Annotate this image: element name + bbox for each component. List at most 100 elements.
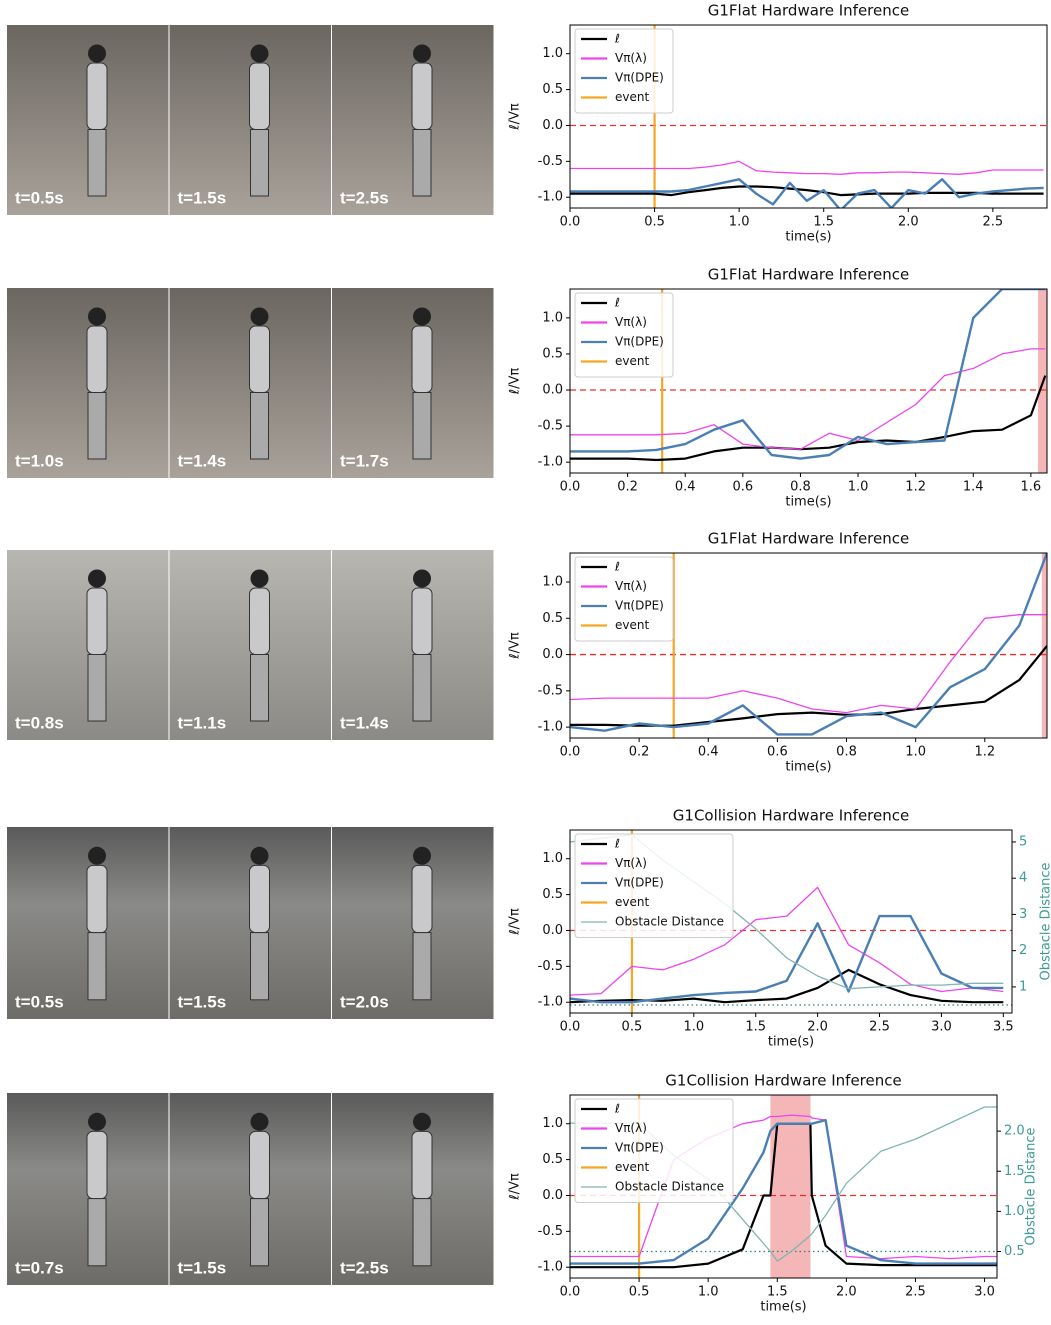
legend-label: ℓ [614,837,620,851]
robot-legs [413,655,431,722]
robot-legs [251,393,269,460]
series-line [570,161,1044,174]
x-axis-label: time(s) [768,1035,814,1050]
y-tick-label: 1.0 [542,851,563,866]
y-tick-label: 0.5 [542,887,563,902]
x-tick-label: 3.0 [931,1020,952,1035]
frame-label: t=1.1s [178,713,227,732]
frame-label: t=0.5s [15,188,64,207]
y-tick-label: 0.5 [542,346,563,361]
chart-title: G1Flat Hardware Inference [708,2,909,20]
x-tick-label: 3.0 [974,1285,995,1300]
legend-label: event [615,1160,649,1174]
robot-body [412,588,432,655]
x-tick-label: 1.0 [683,1020,704,1035]
x-tick-label: 2.5 [983,215,1004,230]
legend-label: Vπ(λ) [615,315,647,329]
y-tick-label: -0.5 [538,959,563,974]
legend-label: event [615,90,649,104]
y-tick-label: 0.0 [542,383,563,398]
x-tick-label: 0.4 [675,480,696,495]
x-tick-label: 0.0 [560,215,581,230]
y2-tick-label: 4 [1019,871,1027,886]
y-tick-label: 0.0 [542,1188,563,1203]
figure: t=0.5st=1.5st=2.5st=1.0st=1.4st=1.7st=0.… [0,0,1051,1325]
x-tick-label: 1.0 [848,480,869,495]
x-axis-label: time(s) [785,495,831,510]
robot-body [87,865,107,932]
frame-label: t=1.7s [340,451,389,470]
robot-body [87,63,107,130]
x-tick-label: 0.0 [560,745,581,760]
y-tick-label: 0.0 [542,118,563,133]
x-tick-label: 2.0 [898,215,919,230]
y2-axis-label: Obstacle Distance [1039,862,1051,980]
robot-legs [88,130,106,197]
chart-title: G1Flat Hardware Inference [708,530,909,548]
legend-label: Vπ(DPE) [615,335,664,349]
x-tick-label: 1.2 [905,480,926,495]
legend-label: Vπ(λ) [615,51,647,65]
x-tick-label: 0.2 [617,480,638,495]
y-tick-label: -1.0 [538,455,563,470]
y2-tick-label: 5 [1019,834,1027,849]
robot-legs [251,933,269,1000]
y-tick-label: 1.0 [542,575,563,590]
x-tick-label: 0.2 [629,745,650,760]
frame-label: t=0.7s [15,1258,64,1277]
frame-label: t=2.0s [340,992,389,1011]
robot-body [250,588,270,655]
frame-label: t=1.0s [15,451,64,470]
robot-body [250,326,270,393]
robot-body [412,865,432,932]
robot-legs [251,655,269,722]
robot-legs [88,933,106,1000]
y-tick-label: 1.0 [542,310,563,325]
robot-legs [413,130,431,197]
frame-label: t=1.5s [178,188,227,207]
robot-head [413,1113,431,1131]
series-line [570,179,1044,210]
y-tick-label: 0.0 [542,647,563,662]
y2-tick-label: 3 [1019,907,1027,922]
y-axis-label: ℓ/Vπ [508,1173,523,1201]
robot-head [251,308,269,326]
legend-label: ℓ [614,296,620,310]
y-tick-label: -1.0 [538,1260,563,1275]
y2-tick-label: 2 [1019,943,1027,958]
shade [770,1095,810,1278]
chart-title: G1Flat Hardware Inference [708,266,909,284]
x-tick-label: 1.0 [698,1285,719,1300]
legend-label: event [615,618,649,632]
x-axis-label: time(s) [785,230,831,245]
x-tick-label: 1.4 [963,480,984,495]
robot-legs [88,655,106,722]
y-axis-label: ℓ/Vπ [508,103,523,131]
robot-head [413,45,431,63]
x-tick-label: 0.0 [560,1285,581,1300]
legend-label: Vπ(DPE) [615,599,664,613]
robot-body [87,326,107,393]
robot-head [251,45,269,63]
chart-title: G1Collision Hardware Inference [673,807,909,825]
x-tick-label: 1.2 [974,745,995,760]
y-tick-label: 0.5 [542,1152,563,1167]
legend-label: Obstacle Distance [615,915,724,929]
y2-axis-label: Obstacle Distance [1024,1127,1039,1245]
robot-body [412,63,432,130]
y-tick-label: -0.5 [538,683,563,698]
x-tick-label: 3.5 [993,1020,1014,1035]
y-tick-label: -1.0 [538,720,563,735]
x-tick-label: 0.5 [644,215,665,230]
robot-head [413,570,431,588]
robot-head [88,570,106,588]
x-tick-label: 0.0 [560,480,581,495]
x-tick-label: 1.5 [745,1020,766,1035]
robot-body [412,1131,432,1198]
robot-head [413,308,431,326]
y-axis-label: ℓ/Vπ [508,632,523,660]
frame-label: t=1.4s [340,713,389,732]
robot-head [88,847,106,865]
y2-tick-label: 0.5 [1004,1244,1025,1259]
y2-tick-label: 2.0 [1004,1124,1025,1139]
